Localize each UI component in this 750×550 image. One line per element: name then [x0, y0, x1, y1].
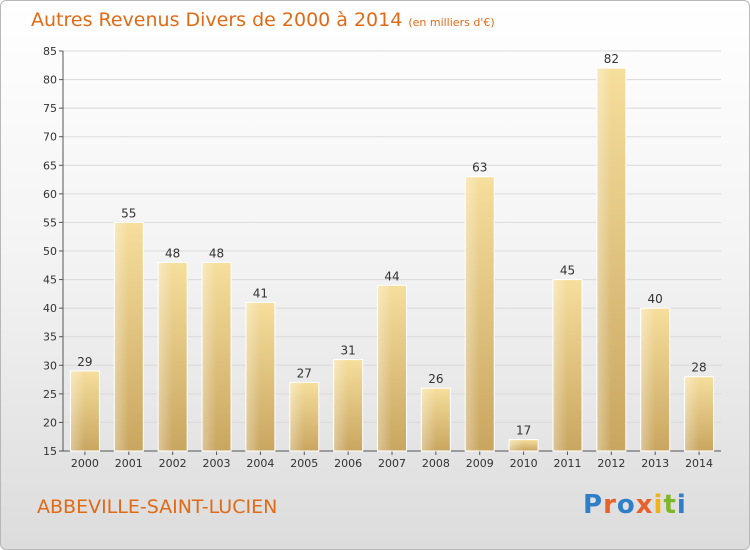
data-label: 48 — [209, 246, 224, 260]
x-tick-label: 2009 — [466, 457, 494, 470]
city-name: ABBEVILLE-SAINT-LUCIEN — [37, 496, 278, 518]
y-tick-label: 65 — [43, 159, 57, 172]
bar-highlight — [245, 302, 261, 451]
logo-letter: i — [653, 490, 664, 520]
x-tick-label: 2003 — [203, 457, 231, 470]
y-tick-label: 50 — [43, 245, 57, 258]
y-tick-label: 30 — [43, 359, 57, 372]
data-label: 63 — [472, 161, 487, 175]
y-tick-label: 70 — [43, 131, 57, 144]
logo-letter: r — [603, 490, 617, 520]
chart-title: Autres Revenus Divers de 2000 à 2014 — [31, 9, 403, 31]
x-tick-label: 2006 — [334, 457, 362, 470]
label-layer: 29 55 48 48 41 27 31 44 26 63 17 45 82 40 28 — [77, 52, 706, 437]
x-tick-label: 2005 — [290, 457, 318, 470]
y-tick-label: 80 — [43, 74, 57, 87]
x-tick-label: 2001 — [115, 457, 143, 470]
chart-subtitle: (en milliers d'€) — [408, 16, 495, 29]
y-tick-label: 35 — [43, 331, 57, 344]
y-tick-label: 20 — [43, 416, 57, 429]
y-tick-label: 85 — [43, 45, 57, 58]
data-label: 55 — [121, 206, 136, 220]
x-tick-label: 2008 — [422, 457, 450, 470]
bar-highlight — [640, 308, 656, 451]
proxiti-logo[interactable]: Proxiti — [583, 490, 687, 520]
data-label: 17 — [516, 424, 531, 438]
bar-highlight — [421, 388, 436, 451]
data-label: 48 — [165, 246, 180, 260]
bar-highlight — [377, 285, 392, 451]
bar-highlight — [509, 439, 524, 451]
logo-letter: P — [583, 490, 604, 520]
data-label: 44 — [384, 269, 399, 283]
data-label: 40 — [648, 292, 663, 306]
x-tick-label: 2013 — [641, 457, 669, 470]
bar-highlight — [333, 359, 349, 451]
x-tick-label: 2010 — [510, 457, 538, 470]
y-tick-label: 25 — [43, 388, 57, 401]
bar-layer — [69, 67, 715, 452]
bar-highlight — [289, 382, 305, 451]
x-tick-label: 2014 — [685, 457, 713, 470]
bar-highlight — [684, 376, 700, 451]
bar-highlight — [70, 371, 85, 451]
bar-highlight — [596, 68, 612, 452]
y-tick-label: 55 — [43, 216, 57, 229]
title-row: Autres Revenus Divers de 2000 à 2014 (en … — [31, 9, 495, 31]
x-tick-label: 2004 — [246, 457, 274, 470]
data-label: 82 — [604, 52, 619, 66]
x-tick-label: 2002 — [159, 457, 187, 470]
data-label: 28 — [691, 361, 706, 375]
data-label: 26 — [428, 372, 443, 386]
bar-highlight — [202, 262, 217, 451]
bar-highlight — [158, 262, 173, 451]
data-label: 31 — [340, 344, 355, 358]
y-tick-label: 75 — [43, 102, 57, 115]
x-tick-label: 2007 — [378, 457, 406, 470]
x-tick-label: 2000 — [71, 457, 99, 470]
logo-letter: t — [663, 490, 677, 520]
logo-letter: o — [616, 490, 636, 520]
data-label: 27 — [297, 366, 312, 380]
x-tick-label: 2012 — [597, 457, 625, 470]
y-tick-label: 60 — [43, 188, 57, 201]
x-tick-label: 2011 — [553, 457, 581, 470]
data-label: 29 — [77, 355, 92, 369]
bar-highlight — [552, 279, 568, 451]
y-tick-label: 45 — [43, 274, 57, 287]
y-tick-label: 15 — [43, 445, 57, 458]
y-tick-label: 40 — [43, 302, 57, 315]
data-label: 45 — [560, 264, 575, 278]
logo-letter: i — [676, 490, 687, 520]
bar-highlight — [114, 222, 129, 451]
data-label: 41 — [253, 286, 268, 300]
logo-letter: x — [635, 490, 654, 520]
bar-highlight — [465, 176, 480, 451]
